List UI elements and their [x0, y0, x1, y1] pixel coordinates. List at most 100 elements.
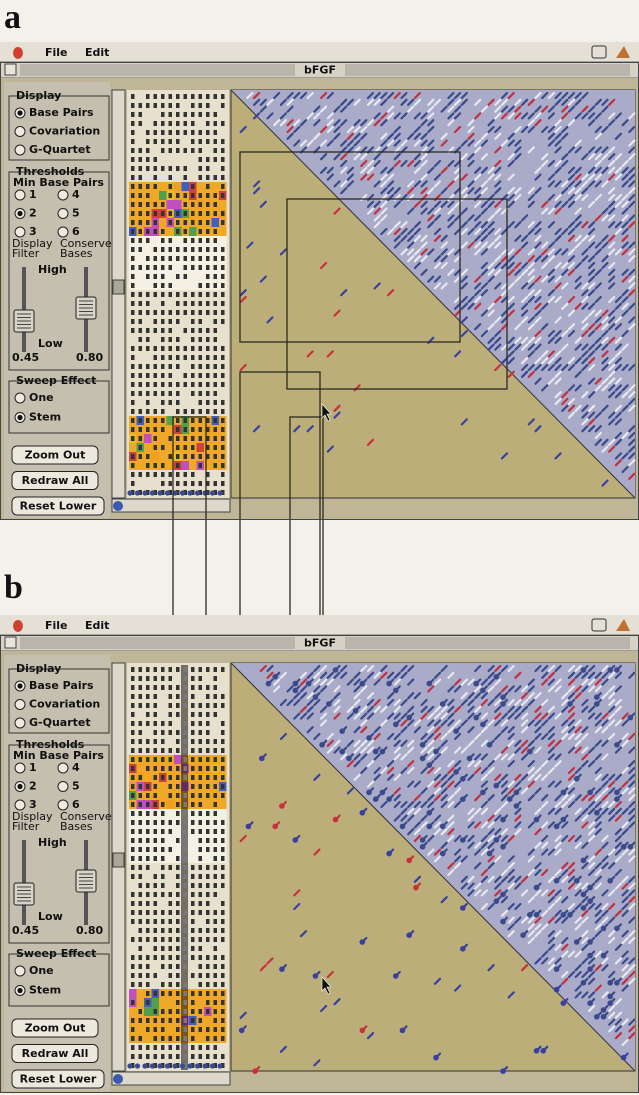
- alignment-glyph: [206, 211, 210, 216]
- menu-item[interactable]: File: [45, 619, 68, 632]
- alignment-glyph: [214, 373, 218, 378]
- alignment-glyph: [199, 676, 203, 681]
- alignment-glyph: [176, 346, 180, 351]
- pair-dot: [433, 1055, 439, 1061]
- pair-dot: [520, 932, 526, 938]
- radio-button[interactable]: [15, 700, 25, 710]
- radio-button[interactable]: [15, 393, 25, 403]
- alignment-glyph: [139, 211, 143, 216]
- radio-label[interactable]: 5: [72, 207, 80, 220]
- alignment-glyph: [191, 130, 195, 135]
- menu-item[interactable]: Edit: [85, 619, 109, 632]
- alignment-glyph: [206, 355, 210, 360]
- alignment-glyph: [176, 910, 180, 915]
- alignment-glyph: [161, 382, 165, 387]
- pair-dot: [480, 790, 486, 796]
- alignment-glyph: [131, 328, 135, 333]
- radio-label[interactable]: Stem: [29, 411, 61, 424]
- alignment-glyph: [139, 829, 143, 834]
- radio-label[interactable]: 2: [29, 780, 37, 793]
- button-label[interactable]: Reset Lower: [20, 500, 97, 513]
- highlight-column: [181, 1034, 188, 1043]
- button-label[interactable]: Zoom Out: [25, 449, 86, 462]
- radio-label[interactable]: Base Pairs: [29, 106, 94, 119]
- close-box[interactable]: [5, 64, 16, 75]
- h-scrollbar[interactable]: [112, 1072, 230, 1085]
- alignment-glyph: [139, 121, 143, 126]
- radio-button[interactable]: [58, 209, 68, 219]
- radio-button[interactable]: [15, 718, 25, 728]
- alignment-glyph: [169, 220, 173, 225]
- radio-button[interactable]: [15, 227, 25, 237]
- radio-button[interactable]: [15, 145, 25, 155]
- radio-button[interactable]: [58, 763, 68, 773]
- pair-dot: [393, 722, 399, 728]
- alignment-cell: [129, 443, 137, 452]
- button-label[interactable]: Redraw All: [22, 1047, 89, 1060]
- alignment-glyph: [206, 838, 210, 843]
- alignment-glyph: [131, 1018, 135, 1023]
- radio-label[interactable]: Base Pairs: [29, 679, 94, 692]
- highlight-column: [181, 755, 188, 764]
- radio-button[interactable]: [58, 800, 68, 810]
- alignment-glyph: [154, 157, 158, 162]
- radio-label[interactable]: One: [29, 391, 54, 404]
- alignment-glyph: [191, 1000, 195, 1005]
- radio-label[interactable]: Covariation: [29, 125, 100, 138]
- button-label[interactable]: Reset Lower: [20, 1073, 97, 1086]
- alignment-glyph: [139, 928, 143, 933]
- radio-label[interactable]: Stem: [29, 984, 61, 997]
- alignment-glyph: [169, 211, 173, 216]
- alignment-glyph: [206, 247, 210, 252]
- alignment-glyph: [161, 811, 165, 816]
- alignment-glyph: [191, 202, 195, 207]
- pair-dot: [581, 892, 587, 898]
- alignment-glyph: [221, 400, 225, 405]
- radio-label[interactable]: 2: [29, 207, 37, 220]
- alignment-glyph: [206, 991, 210, 996]
- radio-button[interactable]: [58, 782, 68, 792]
- alignment-glyph: [214, 193, 218, 198]
- radio-label[interactable]: One: [29, 964, 54, 977]
- alignment-glyph: [206, 112, 210, 117]
- alignment-glyph: [221, 694, 225, 699]
- menu-item[interactable]: File: [45, 46, 68, 59]
- radio-label[interactable]: G-Quartet: [29, 143, 91, 156]
- alignment-glyph: [154, 445, 158, 450]
- alignment-glyph: [214, 364, 218, 369]
- radio-button[interactable]: [58, 190, 68, 200]
- radio-button[interactable]: [15, 800, 25, 810]
- close-box[interactable]: [5, 637, 16, 648]
- radio-button[interactable]: [15, 966, 25, 976]
- alignment-glyph: [146, 310, 150, 315]
- radio-label[interactable]: 5: [72, 780, 80, 793]
- alignment-glyph: [154, 973, 158, 978]
- radio-button[interactable]: [58, 227, 68, 237]
- radio-label[interactable]: 1: [29, 188, 37, 201]
- alignment-glyph: [131, 400, 135, 405]
- alignment-glyph: [176, 982, 180, 987]
- radio-button[interactable]: [15, 127, 25, 137]
- radio-label[interactable]: 4: [72, 188, 80, 201]
- radio-button[interactable]: [15, 763, 25, 773]
- radio-button[interactable]: [15, 190, 25, 200]
- alignment-cell: [174, 236, 182, 245]
- alignment-glyph: [176, 928, 180, 933]
- alignment-glyph: [199, 892, 203, 897]
- screenshot: FileEditbFGFDisplayBase PairsCovariation…: [0, 615, 639, 1093]
- radio-label[interactable]: Covariation: [29, 698, 100, 711]
- button-label[interactable]: Zoom Out: [25, 1022, 86, 1035]
- alignment-glyph: [184, 481, 188, 486]
- alignment-glyph: [161, 112, 165, 117]
- pair-dot: [353, 708, 359, 714]
- menu-item[interactable]: Edit: [85, 46, 109, 59]
- radio-label[interactable]: 4: [72, 761, 80, 774]
- button-label[interactable]: Redraw All: [22, 474, 89, 487]
- h-scrollbar[interactable]: [112, 499, 230, 512]
- alignment-glyph: [191, 1036, 195, 1041]
- radio-label[interactable]: 1: [29, 761, 37, 774]
- alignment-glyph: [154, 472, 158, 477]
- alignment-glyph: [161, 130, 165, 135]
- pair-dot: [628, 715, 634, 721]
- radio-label[interactable]: G-Quartet: [29, 716, 91, 729]
